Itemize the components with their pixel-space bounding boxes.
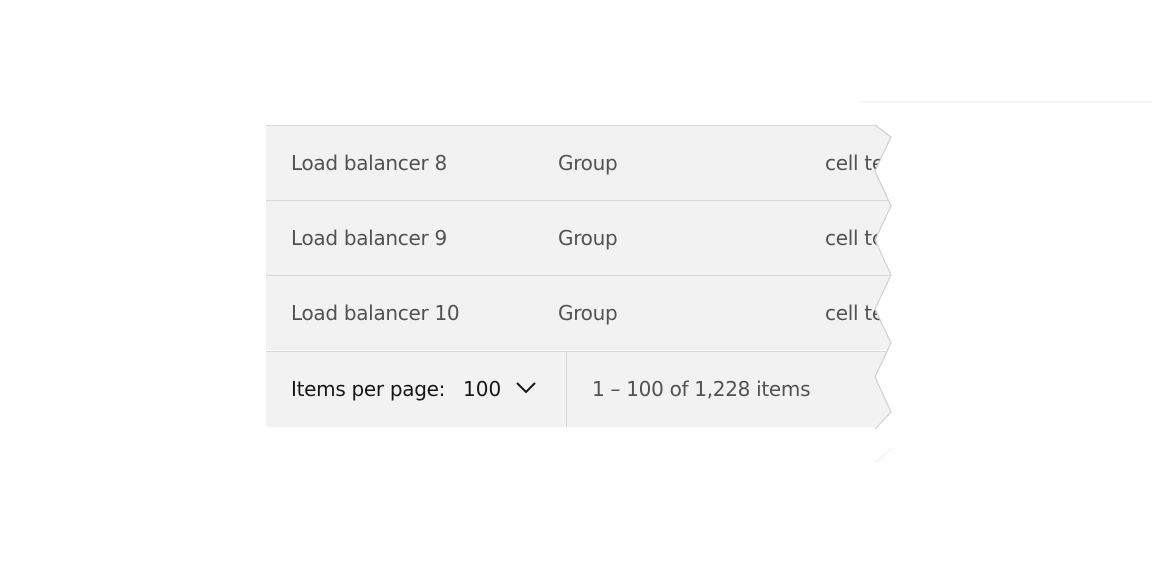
pagination: Items per page: 100 1 – 100 of 1,228 ite… bbox=[266, 351, 891, 427]
cell-name: Load balancer 8 bbox=[291, 151, 447, 175]
divider bbox=[566, 352, 567, 427]
data-table: Load balancer 8 Group cell text Load bal… bbox=[266, 125, 891, 427]
items-per-page-select[interactable]: 100 bbox=[463, 377, 502, 401]
cell-type: Group bbox=[558, 301, 618, 325]
table-row[interactable]: Load balancer 10 Group cell text bbox=[266, 275, 891, 350]
chevron-down-icon[interactable] bbox=[516, 380, 536, 394]
cell-type: Group bbox=[558, 226, 618, 250]
cell-name: Load balancer 10 bbox=[291, 301, 460, 325]
table-row[interactable]: Load balancer 8 Group cell text bbox=[266, 125, 891, 200]
cell-type: Group bbox=[558, 151, 618, 175]
page-range-text: 1 – 100 of 1,228 items bbox=[592, 377, 811, 401]
table-row[interactable]: Load balancer 9 Group cell text bbox=[266, 200, 891, 275]
torn-edge bbox=[860, 101, 1152, 464]
items-per-page-label: Items per page: bbox=[291, 377, 446, 401]
cell-name: Load balancer 9 bbox=[291, 226, 447, 250]
